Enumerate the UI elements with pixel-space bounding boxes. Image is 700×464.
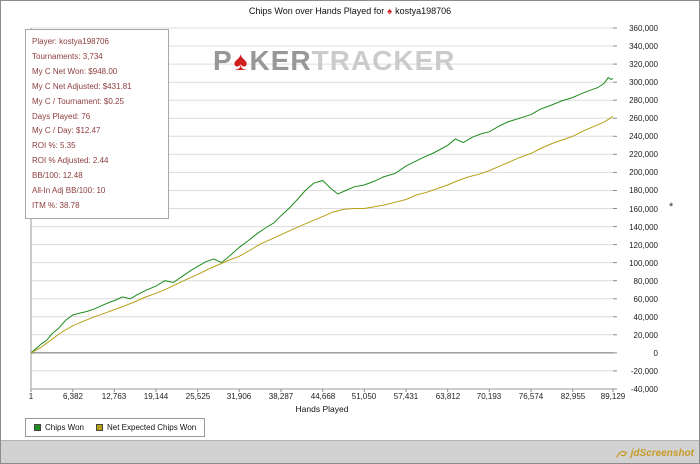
x-axis-tick-label: 1	[28, 392, 34, 401]
screenshot-watermark-text: jdScreenshot	[630, 448, 694, 459]
screenshot-watermark: jdScreenshot	[615, 448, 694, 459]
legend-label: Net Expected Chips Won	[106, 423, 197, 432]
y-axis-tick-label: 220,000	[629, 150, 658, 159]
legend-swatch-icon	[34, 424, 41, 431]
y-axis-tick-label: 60,000	[633, 295, 658, 304]
legend-label: Chips Won	[45, 423, 84, 432]
y-axis-tick-label: 300,000	[629, 78, 658, 87]
x-axis-tick-label: 63,812	[435, 392, 461, 401]
chart-title: Chips Won over Hands Played for ♠ kostya…	[1, 6, 699, 16]
x-axis-tick-label: 76,574	[518, 392, 544, 401]
x-axis-tick-label: 70,193	[476, 392, 502, 401]
y-axis-tick-label: 240,000	[629, 132, 658, 141]
y-axis-tick-label: 120,000	[629, 241, 658, 250]
y-axis-tick-label: 360,000	[629, 24, 658, 33]
legend-item: Chips Won	[34, 423, 84, 432]
stat-line: My C / Day: $12.47	[32, 126, 101, 136]
chart-legend: Chips Won Net Expected Chips Won	[25, 418, 206, 437]
y-axis-tick-label: 100,000	[629, 259, 658, 268]
stat-line: ROI % Adjusted: 2.44	[32, 156, 109, 166]
y-axis-asterisk: *	[669, 201, 674, 213]
stat-line: Days Played: 76	[32, 111, 91, 121]
y-axis-tick-label: 180,000	[629, 186, 658, 195]
y-axis-tick-label: -20,000	[630, 367, 658, 376]
chart-title-player: kostya198706	[395, 6, 452, 16]
x-axis: 1 6,382 12,763 19,144 25,525 31,906 38,287 44,6…	[1, 392, 699, 402]
x-axis-title: Hands Played	[295, 404, 349, 414]
stat-line: My C / Tournament: $0.25	[32, 96, 124, 106]
y-axis-tick-label: 200,000	[629, 168, 658, 177]
stat-line: Tournaments: 3,734	[32, 51, 103, 61]
x-axis-tick-label: 44,668	[310, 392, 336, 401]
bottom-bar	[1, 440, 699, 463]
y-axis-tick-label: 160,000	[629, 205, 658, 214]
y-axis-tick-label: 0	[653, 349, 658, 358]
y-axis-tick-label: 320,000	[629, 60, 658, 69]
x-axis-tick-label: 82,955	[560, 392, 586, 401]
watermark-text-ker: KER	[249, 45, 312, 76]
stats-panel: Player: kostya198706 Tournaments: 3,734 My…	[25, 29, 169, 219]
x-axis-tick-label: 57,431	[393, 392, 419, 401]
x-axis-tick-label: 89,129	[600, 392, 626, 401]
stat-line: My C Net Adjusted: $431.81	[32, 81, 132, 91]
x-axis-tick-label: 38,287	[268, 392, 294, 401]
site-spade-icon: ♠	[387, 5, 393, 16]
x-axis-tick-label: 25,525	[185, 392, 211, 401]
legend-swatch-icon	[95, 424, 103, 431]
y-axis-tick-label: 280,000	[629, 96, 658, 105]
y-axis-tick-label: 340,000	[629, 42, 658, 51]
y-axis-tick-label: 140,000	[629, 223, 658, 232]
stat-line: BB/100: 12.48	[32, 171, 83, 181]
stat-line: ITM %: 38.78	[32, 200, 80, 210]
watermark-text-tracker: TRACKER	[311, 45, 456, 76]
pokertracker-watermark: P♠KERTRACKER	[213, 45, 456, 77]
chart-title-text: Chips Won over Hands Played for	[248, 6, 385, 16]
series-line-chips-won	[30, 76, 614, 354]
x-axis-tick-label: 19,144	[143, 392, 169, 401]
x-axis-tick-label: 12,763	[101, 392, 127, 401]
x-axis-tick-label: 51,050	[351, 392, 377, 401]
y-axis-tick-label: -40,000	[630, 385, 658, 394]
y-axis-tick-label: 20,000	[633, 331, 658, 340]
watermark-spade-icon: ♠	[233, 46, 249, 76]
legend-item: Net Expected Chips Won	[95, 423, 197, 432]
flourish-icon	[615, 450, 627, 458]
stat-line: All-In Adj BB/100: 10	[32, 186, 106, 196]
y-axis-tick-label: 260,000	[629, 114, 658, 123]
stat-line: Player: kostya198706	[32, 37, 109, 46]
stat-line: ROI %: 5.35	[32, 141, 76, 151]
series-line-net-expected-chips-won	[30, 115, 614, 354]
y-axis-tick-label: 40,000	[633, 313, 658, 322]
x-axis-tick-label: 31,906	[226, 392, 252, 401]
watermark-text-p: P	[213, 45, 233, 76]
x-axis-tick-label: 6,382	[62, 392, 84, 401]
y-axis-tick-label: 80,000	[633, 277, 658, 286]
stat-line: My C Net Won: $948.00	[32, 66, 118, 76]
